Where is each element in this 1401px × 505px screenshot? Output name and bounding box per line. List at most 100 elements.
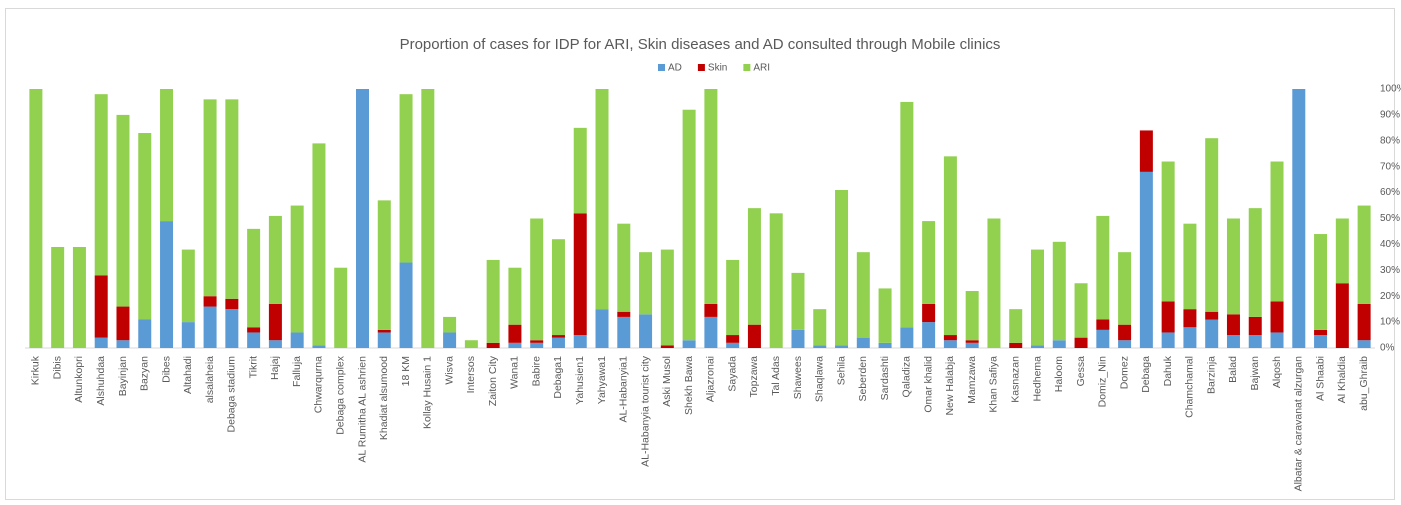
x-tick-label: AL Rumitha AL ashrien (356, 356, 368, 463)
bar-segment (704, 316, 718, 348)
legend-swatch (743, 64, 751, 71)
x-tick-label: Zaiton City (487, 355, 499, 406)
bar-segment (922, 303, 936, 323)
x-tick-label: Barzinja (1205, 356, 1217, 394)
x-tick-label: Al Khaldia (1336, 356, 1348, 403)
x-tick-label: Chwarqurna (313, 356, 325, 413)
x-tick-label: Debaga stadium (226, 356, 238, 433)
y-tick-label: 80% (1380, 135, 1400, 146)
x-tick-label: Debaga complex (335, 355, 347, 435)
bar-segment (835, 190, 849, 346)
bar-segment (595, 89, 609, 310)
bar-segment (1139, 171, 1153, 348)
bar-segment (138, 133, 152, 320)
x-tick-label: Kirkuk (30, 355, 42, 385)
bar-segment (443, 332, 457, 348)
x-tick-label: Topzawa (748, 356, 760, 398)
x-tick-label: Bazyan (139, 356, 151, 391)
y-tick-label: 0% (1380, 343, 1395, 354)
bar-segment (1183, 223, 1197, 310)
bar-segment (443, 316, 457, 333)
x-tick-label: Alqosh (1271, 356, 1283, 388)
bar-segment (508, 267, 522, 325)
bar-segment (1226, 335, 1240, 348)
bar-segment (29, 89, 43, 348)
x-tick-label: Balad (1227, 356, 1239, 383)
bar-segment (878, 342, 892, 348)
bar-segment (813, 345, 827, 348)
y-tick-label: 20% (1380, 291, 1400, 302)
x-tick-label: Kollay Husain 1 (422, 356, 434, 429)
x-tick-label: Al Shaabi (1314, 356, 1326, 401)
x-tick-label: Intersos (465, 356, 477, 393)
x-tick-label: 18 KM (400, 356, 412, 386)
bar-segment (1292, 89, 1306, 348)
bar-segment (726, 335, 740, 343)
bar-segment (181, 322, 195, 348)
x-tick-label: Qaladiza (901, 356, 913, 398)
bar-segment (573, 127, 587, 214)
bar-segment (290, 332, 304, 348)
x-tick-label: Mamzawa (966, 356, 978, 404)
x-tick-label: Shekh Bawa (683, 356, 695, 415)
bar-segment (835, 345, 849, 348)
bar-segment (203, 306, 217, 348)
bar-segment (138, 319, 152, 348)
bar-segment (1161, 301, 1175, 333)
bar-segment (769, 213, 783, 348)
bar-segment (1314, 234, 1328, 330)
bar-segment (1226, 314, 1240, 336)
legend-label: Skin (708, 63, 727, 74)
x-tick-label: AL-Habanyia tourist city (639, 355, 651, 467)
bar-segment (1270, 161, 1284, 302)
bar-segment (943, 340, 957, 348)
bar-segment (508, 342, 522, 348)
x-tick-label: Debaga1 (552, 356, 564, 399)
legend-label: ARI (753, 63, 770, 74)
bar-segment (726, 342, 740, 348)
bar-segment (1118, 340, 1132, 348)
x-tick-label: Wisva (443, 356, 455, 385)
x-tick-label: Yahusien1 (574, 356, 586, 405)
x-tick-label: Shawees (792, 356, 804, 399)
x-tick-label: Tikrit (247, 356, 259, 378)
x-tick-label: Albatar & caravanat alzurgan (1293, 356, 1305, 492)
x-tick-label: Kasnazan (1010, 356, 1022, 403)
bar-segment (1205, 311, 1219, 320)
x-tick-label: Haloom (1053, 356, 1065, 392)
x-tick-label: Dibes (160, 356, 172, 383)
y-tick-label: 30% (1380, 265, 1400, 276)
x-tick-label: Bayinjan (117, 356, 129, 396)
y-tick-label: 40% (1380, 239, 1400, 250)
bar-segment (1335, 218, 1349, 284)
bar-segment (660, 249, 674, 346)
bar-segment (225, 309, 239, 348)
bar-segment (72, 246, 86, 348)
y-tick-label: 100% (1380, 84, 1401, 95)
x-tick-label: Hedhema (1031, 356, 1043, 402)
x-tick-label: abu_Ghraib (1358, 356, 1370, 411)
legend-swatch (697, 64, 705, 71)
x-tick-label: Yahyawa1 (596, 356, 608, 404)
bar-segment (377, 200, 391, 330)
x-tick-label: Domez (1118, 356, 1130, 389)
bar-segment (791, 329, 805, 348)
bar-segment (530, 340, 544, 343)
x-tick-label: Wana1 (509, 356, 521, 389)
bar-segment (1183, 309, 1197, 328)
bar-segment (247, 327, 261, 333)
bar-segment (1205, 319, 1219, 348)
bar-segment (747, 324, 761, 348)
x-tick-label: Dahuk (1162, 355, 1174, 386)
bar-segment (1161, 332, 1175, 348)
x-tick-label: Sardashti (879, 356, 891, 400)
bar-segment (1357, 303, 1371, 341)
bar-segment (1074, 283, 1088, 338)
bar-segment (573, 213, 587, 336)
bar-segment (704, 303, 718, 317)
legend-label: AD (668, 63, 682, 74)
bar-segment (1335, 283, 1349, 348)
bar-segment (551, 335, 565, 338)
bar-segment (160, 221, 174, 348)
bar-segment (94, 275, 108, 338)
